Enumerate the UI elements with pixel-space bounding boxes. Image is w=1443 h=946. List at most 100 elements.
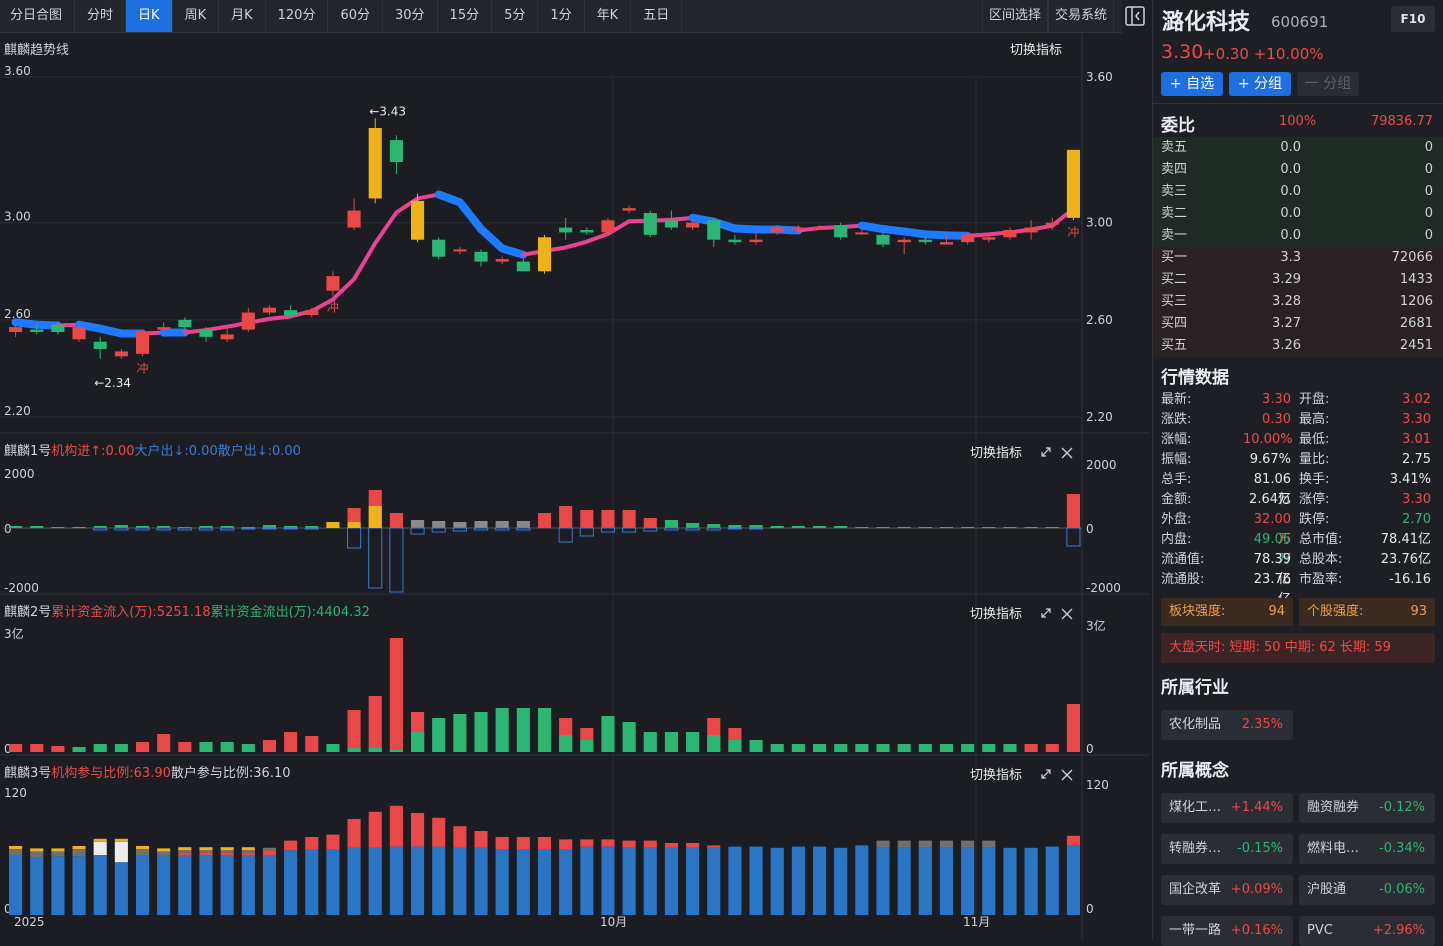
close-icon[interactable] (1062, 609, 1072, 619)
panel1-neg-bar (559, 528, 572, 542)
panel3-bar-gray (9, 849, 22, 855)
add-group-button[interactable]: + 分组 (1229, 72, 1291, 96)
panel3-bar-blue (178, 855, 191, 915)
add-watchlist-button[interactable]: + 自选 (1161, 72, 1223, 96)
panel1-bar (623, 510, 636, 528)
panel1-bar (432, 521, 445, 528)
panel3-bar-blue (686, 848, 699, 915)
panel2-title: 麒麟2号累计资金流入(万):5251.18累计资金流出(万):4404.32 (4, 601, 370, 620)
panel3-y-bot-right: 0 (1086, 902, 1094, 916)
expand-icon[interactable] (1042, 770, 1050, 778)
ungroup-button[interactable]: 一 分组 (1297, 72, 1359, 96)
tab-12[interactable]: 五日 (631, 0, 682, 32)
panel3-bar-gray (30, 851, 43, 857)
tab-4[interactable]: 月K (219, 0, 266, 32)
chong-label: 冲 (137, 360, 149, 375)
main-indicator-title: 麒麟趋势线 (4, 39, 69, 58)
panel3-bar-blue (242, 855, 255, 915)
panel2-bar (136, 742, 149, 752)
expand-icon[interactable] (1042, 609, 1050, 617)
panel2-bar (982, 744, 995, 752)
panel3-bar-red (305, 837, 318, 849)
panel2-bar (898, 744, 911, 752)
tab-9[interactable]: 5分 (492, 0, 538, 32)
panel2-bar (474, 712, 487, 752)
panel3-bar-blue (474, 848, 487, 915)
panel3-bar-blue (1025, 848, 1038, 915)
collapse-panel-icon[interactable] (1124, 5, 1146, 27)
candle-body (157, 327, 170, 329)
panel2-switch-button[interactable]: 切换指标 (970, 603, 1022, 622)
panel3-bar-blue (792, 847, 805, 915)
tab-10[interactable]: 1分 (538, 0, 584, 32)
panel2-bar (115, 744, 128, 752)
market-row: 外盘:32.00万跌停:2.70 (1153, 510, 1443, 530)
concept-chip[interactable]: 燃料电…-0.34% (1299, 834, 1435, 864)
panel3-bar-red (411, 813, 424, 847)
panel2-y-top-right: 3亿 (1086, 618, 1106, 633)
market-row: 流通值:78.39亿总股本:23.76亿 (1153, 550, 1443, 570)
panel1-bar (982, 527, 995, 528)
expand-icon[interactable] (1042, 448, 1050, 456)
panel1-neg-bar (453, 528, 466, 531)
panel3-bar-gray (72, 849, 85, 856)
panel1-y-top-right: 2000 (1086, 458, 1117, 472)
concept-chip[interactable]: 融资融券-0.12% (1299, 793, 1435, 823)
tab-11[interactable]: 年K (585, 0, 632, 32)
panel3-bar-red (474, 831, 487, 848)
panel1-switch-button[interactable]: 切换指标 (970, 442, 1022, 461)
panel1-neg-bar (115, 528, 128, 530)
panel2-bar (517, 708, 530, 752)
panel2-bar (453, 714, 466, 752)
sector-strength: 板块强度:94 (1161, 598, 1293, 626)
panel3-bar-blue (9, 855, 22, 915)
tab-8[interactable]: 15分 (438, 0, 493, 32)
tab-1[interactable]: 分时 (75, 0, 126, 32)
right-tab-1[interactable]: 交易系统 (1048, 0, 1114, 32)
panel1-bar (813, 526, 826, 528)
panel3-bar-red (326, 835, 339, 849)
panel3-bar-blue (496, 849, 509, 915)
close-icon[interactable] (1062, 448, 1072, 458)
candle-body (242, 313, 255, 330)
y-tick-right: 2.60 (1086, 313, 1113, 327)
panel3-bar-blue (157, 855, 170, 915)
candle-body (665, 220, 678, 227)
tab-6[interactable]: 60分 (328, 0, 383, 32)
concept-chip[interactable]: 转融券…-0.15% (1161, 834, 1293, 864)
x-label-2025: 2025 (14, 915, 45, 929)
panel3-bar-yellow (72, 846, 85, 849)
panel1-bar (72, 527, 85, 528)
tab-7[interactable]: 30分 (383, 0, 438, 32)
candle-body (411, 201, 424, 240)
panel2-bar (284, 732, 297, 752)
panel3-bar-blue (940, 848, 953, 915)
close-icon[interactable] (1062, 770, 1072, 780)
panel1-y-bot-right: -2000 (1086, 581, 1121, 595)
concept-chip[interactable]: PVC+2.96% (1299, 916, 1435, 946)
concept-chip[interactable]: 一带一路+0.16% (1161, 916, 1293, 946)
panel3-bar-blue (221, 855, 234, 915)
concept-chip[interactable]: 沪股通-0.06% (1299, 875, 1435, 905)
panel3-bar-red (432, 818, 445, 847)
panel1-yellow (348, 522, 361, 528)
tab-2[interactable]: 日K (126, 0, 173, 32)
panel3-bar-red (517, 837, 530, 849)
panel3-switch-button[interactable]: 切换指标 (970, 764, 1022, 783)
concept-chip[interactable]: 煤化工…+1.44% (1161, 793, 1293, 823)
panel3-bar-yellow (30, 848, 43, 851)
tab-3[interactable]: 周K (173, 0, 220, 32)
f10-button[interactable]: F10 (1391, 6, 1435, 32)
industry-title: 所属行业 (1161, 673, 1229, 698)
tab-5[interactable]: 120分 (266, 0, 329, 32)
right-tab-0[interactable]: 区间选择 (982, 0, 1048, 32)
panel1-inst: 机构进↑:0.00 (51, 444, 134, 459)
tab-0[interactable]: 分日合图 (0, 0, 75, 32)
panel2-bar (390, 638, 403, 752)
panel2-name: 麒麟2号 (4, 605, 51, 620)
switch-indicator-button[interactable]: 切换指标 (1010, 39, 1062, 58)
concept-chip[interactable]: 国企改革+0.09% (1161, 875, 1293, 905)
